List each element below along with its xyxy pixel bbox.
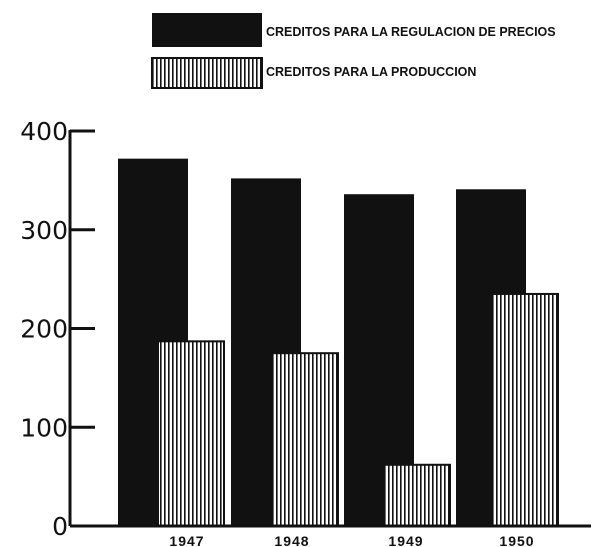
bar-produccion-1948 [271,352,339,527]
y-tick-label: 300 [20,216,68,245]
x-axis-labels: 1947 1948 1949 1950 [169,533,534,547]
y-tick-label: 200 [20,315,68,344]
bars [118,158,559,527]
legend-label-regulacion: CREDITOS PARA LA REGULACION DE PRECIOS [266,25,556,39]
legend: CREDITOS PARA LA REGULACION DE PRECIOS C… [151,13,556,89]
x-category-label: 1950 [499,533,534,547]
bar-produccion-1949 [383,463,451,527]
legend-label-produccion: CREDITOS PARA LA PRODUCCION [266,65,476,79]
legend-swatch-striped [151,57,263,89]
x-category-label: 1947 [169,533,204,547]
x-category-label: 1949 [388,533,423,547]
y-tick-label: 0 [52,512,68,541]
y-tick-label: 100 [20,413,68,442]
bar-produccion-1947 [157,340,225,527]
y-axis-ticks: 0 100 200 300 400 [20,117,95,541]
bar-produccion-1950 [491,292,559,527]
x-category-label: 1948 [274,533,309,547]
legend-swatch-solid [152,13,262,47]
y-tick-label: 400 [20,117,68,146]
